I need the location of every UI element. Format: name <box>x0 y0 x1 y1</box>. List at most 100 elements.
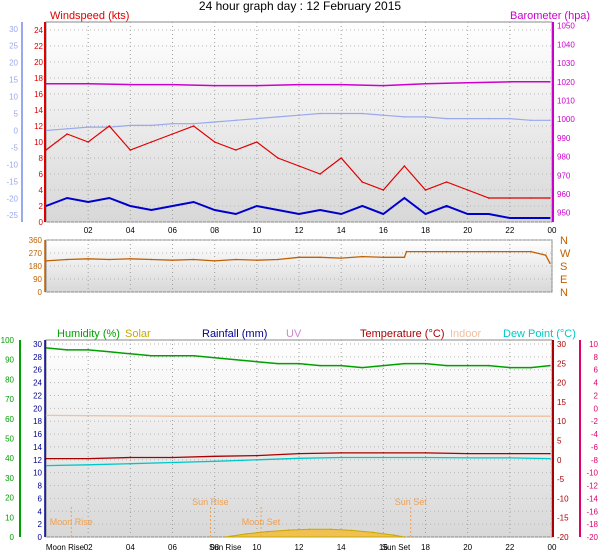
baro-tick-label: 1010 <box>557 97 575 106</box>
rain-tick-label: 28 <box>33 353 42 362</box>
point-dewpoint <box>549 457 551 460</box>
point-wind_avg <box>424 213 427 215</box>
point-solar <box>393 534 395 536</box>
point-direction <box>382 256 385 259</box>
point-indoor <box>298 415 300 417</box>
point-wind_temp_scale <box>213 121 216 123</box>
far-left-tick-label: 20 <box>9 59 18 68</box>
wind-tick-label: 0 <box>39 218 44 227</box>
rain-tick-label: 16 <box>33 430 42 439</box>
far-right-tick-label: -16 <box>586 507 598 516</box>
point-dewpoint <box>424 456 427 459</box>
compass-label: N <box>560 287 568 299</box>
far-right-tick-label: 8 <box>594 353 599 362</box>
point-wind_temp_scale <box>150 124 153 127</box>
point-solar <box>329 528 332 531</box>
point-wind_speed <box>298 165 300 167</box>
wind-tick-label: 18 <box>34 74 43 83</box>
dir-tick-label: 360 <box>29 236 43 245</box>
rain-tick-label: 24 <box>33 379 42 388</box>
point-dewpoint <box>509 457 511 459</box>
point-humidity <box>108 351 111 353</box>
rain-tick-label: 30 <box>33 340 42 349</box>
point-solar <box>224 536 227 538</box>
temp-x-tick-label: 00 <box>548 543 557 552</box>
point-wind_temp_scale <box>487 117 490 120</box>
humidity-tick-label: 40 <box>5 454 14 463</box>
point-humidity <box>466 364 469 367</box>
point-wind_avg <box>192 201 195 203</box>
baro-tick-label: 1020 <box>557 78 575 87</box>
point-humidity <box>382 364 385 367</box>
point-indoor <box>424 415 427 417</box>
point-barometer <box>340 83 342 86</box>
point-wind_avg <box>213 209 216 211</box>
temp-tick-label: 5 <box>557 437 562 446</box>
point-wind_speed <box>277 157 279 159</box>
wind-tick-label: 12 <box>34 122 43 131</box>
wind-tick-label: 24 <box>34 26 43 35</box>
far-right-tick-label: -14 <box>586 494 598 503</box>
temp-x-tick-label: 10 <box>252 543 261 552</box>
point-direction <box>445 250 448 253</box>
point-humidity <box>87 349 89 351</box>
point-direction <box>213 260 216 262</box>
point-wind_avg <box>361 205 364 207</box>
point-temperature <box>509 452 511 455</box>
point-wind_temp_scale <box>192 122 195 125</box>
dir-tick-label: 0 <box>38 288 43 297</box>
point-wind_speed <box>509 197 511 199</box>
temp-x-tick-label: 12 <box>295 543 304 552</box>
point-wind_temp_scale <box>549 119 551 122</box>
point-direction <box>487 250 490 253</box>
point-wind_speed <box>382 189 385 191</box>
point-dewpoint <box>171 461 174 464</box>
point-direction <box>298 256 300 259</box>
point-wind_speed <box>361 181 364 183</box>
point-humidity <box>509 366 511 369</box>
far-right-tick-label: 4 <box>594 379 599 388</box>
point-wind_speed <box>150 141 153 143</box>
far-left-tick-label: 15 <box>9 76 18 85</box>
bottom-event-label: Moon Rise <box>46 543 85 552</box>
humidity-tick-label: 50 <box>5 435 14 444</box>
point-solar <box>308 528 311 531</box>
point-barometer <box>87 82 89 85</box>
wind-x-tick-label: 04 <box>126 226 135 235</box>
point-wind_speed <box>213 141 216 143</box>
point-wind_speed <box>487 197 490 199</box>
compass-label: E <box>560 274 567 286</box>
point-humidity <box>66 349 68 351</box>
legend-temperature: Temperature (°C) <box>360 328 444 340</box>
far-left-tick-label: 30 <box>9 25 18 34</box>
point-direction <box>87 257 89 260</box>
annotation-label: Moon Set <box>242 517 281 527</box>
point-direction <box>150 258 153 261</box>
rain-tick-label: 22 <box>33 391 42 400</box>
point-dewpoint <box>466 457 469 459</box>
wind-x-tick-label: 18 <box>421 226 430 235</box>
point-humidity <box>319 364 321 367</box>
far-right-tick-label: -8 <box>591 456 599 465</box>
point-wind_avg <box>277 209 279 211</box>
legend-rainfall: Rainfall (mm) <box>202 328 267 340</box>
point-dewpoint <box>340 456 342 459</box>
dir-tick-label: 90 <box>33 275 42 284</box>
point-wind_avg <box>466 213 469 215</box>
wind-tick-label: 2 <box>39 202 44 211</box>
wind-tick-label: 16 <box>34 90 43 99</box>
wind-x-tick-label: 12 <box>295 226 304 235</box>
annotation-label: Moon Rise <box>50 517 93 527</box>
point-barometer <box>298 83 300 86</box>
point-direction <box>403 256 406 259</box>
point-wind_avg <box>487 213 490 215</box>
point-humidity <box>487 364 490 367</box>
temp-tick-label: -5 <box>557 475 565 484</box>
point-solar <box>287 529 290 531</box>
rain-tick-label: 8 <box>38 482 43 491</box>
point-humidity <box>277 362 279 365</box>
legend-indoor: Indoor <box>450 328 482 340</box>
temp-x-tick-label: 18 <box>421 543 430 552</box>
wind-x-tick-label: 00 <box>548 226 557 235</box>
